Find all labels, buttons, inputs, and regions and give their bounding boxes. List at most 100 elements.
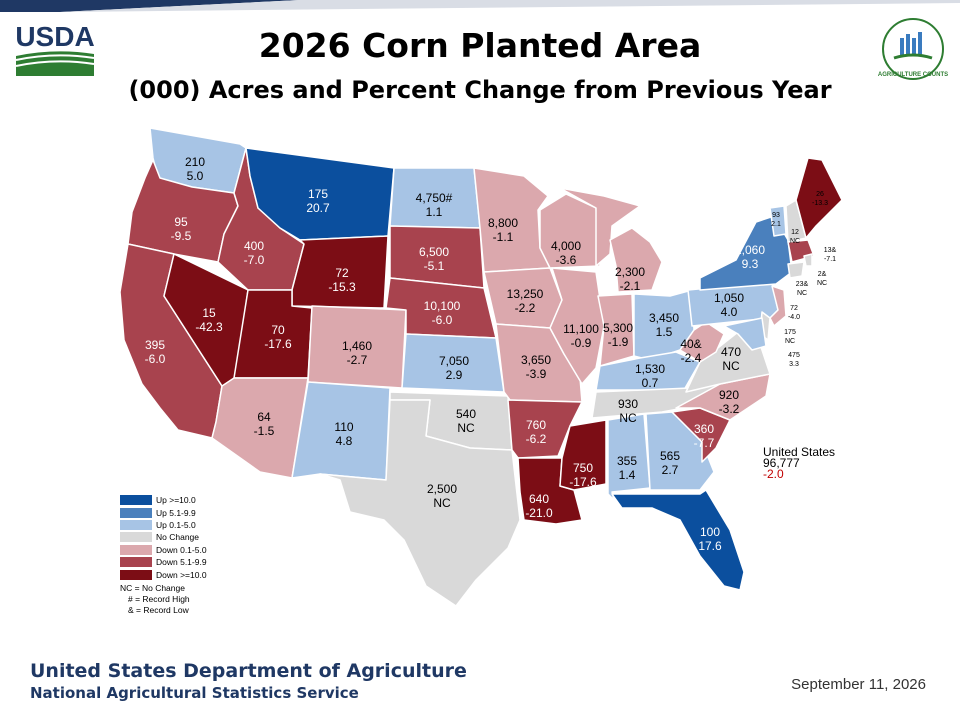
state-acres-mn: 8,800: [488, 216, 518, 230]
state-acres-or: 95: [174, 215, 188, 229]
state-label-ca: 395 -6.0: [145, 338, 166, 366]
state-label-mt: 175 20.7: [306, 187, 330, 215]
state-change-or: -9.5: [171, 229, 192, 243]
agriculture-counts-badge: AGRICULTURE COUNTS: [878, 18, 948, 80]
legend-item: Down 0.1-5.0: [120, 544, 207, 556]
state-change-ar: -6.2: [526, 432, 547, 446]
state-acres-wv: 40&: [680, 337, 701, 351]
state-label-oh: 3,450 1.5: [649, 311, 679, 339]
state-label-id: 400 -7.0: [244, 239, 265, 267]
state-change-ma: -7.1: [824, 256, 836, 263]
state-acres-ca: 395: [145, 338, 165, 352]
state-change-al: 1.4: [619, 468, 636, 482]
state-label-ar: 760 -6.2: [526, 418, 547, 446]
state-wi: [539, 193, 601, 269]
state-acres-pa: 1,050: [714, 291, 744, 305]
state-change-la: -21.0: [525, 506, 553, 520]
state-vt: [769, 205, 787, 237]
state-change-mo: -3.9: [526, 367, 547, 381]
state-change-wa: 5.0: [187, 169, 204, 183]
state-label-sc: 360 -7.7: [694, 422, 715, 450]
state-change-ca: -6.0: [145, 352, 166, 366]
legend-label: Up 5.1-9.9: [156, 507, 196, 518]
state-label-al: 355 1.4: [617, 454, 637, 482]
state-label-de: 175 NC: [784, 329, 796, 345]
state-acres-ny: 1,060: [735, 243, 765, 257]
state-al: [607, 413, 651, 501]
state-acres-ma: 13&: [824, 247, 837, 254]
state-acres-mt: 175: [308, 187, 328, 201]
state-acres-wi: 4,000: [551, 239, 581, 253]
state-label-il: 11,100 -0.9: [563, 322, 599, 350]
state-label-wi: 4,000 -3.6: [551, 239, 581, 267]
state-change-mt: 20.7: [306, 201, 330, 215]
state-label-co: 1,460 -2.7: [342, 339, 372, 367]
legend-swatch: [120, 495, 152, 506]
state-me: [795, 157, 843, 239]
state-change-ia: -2.2: [515, 301, 536, 315]
state-acres-ne: 10,100: [424, 299, 461, 313]
footer-date: September 11, 2026: [791, 676, 926, 693]
state-tx: [319, 399, 521, 607]
state-change-ky: 0.7: [642, 376, 659, 390]
state-label-sd: 6,500 -5.1: [419, 245, 449, 273]
state-label-mn: 8,800 -1.1: [488, 216, 518, 244]
state-change-id: -7.0: [244, 253, 265, 267]
state-acres-ut: 70: [271, 323, 285, 337]
footer-service: National Agricultural Statistics Service: [30, 684, 359, 702]
us-total-label: United States: [763, 445, 836, 459]
state-label-ct: 23& NC: [796, 281, 809, 297]
state-wv: [679, 321, 725, 363]
state-acres-nd: 4,750#: [416, 191, 453, 205]
state-acres-wy: 72: [335, 266, 349, 280]
legend-note-nc: NC = No Change: [120, 582, 185, 593]
state-change-oh: 1.5: [656, 325, 673, 339]
legend-note-record-high: # = Record High: [128, 593, 190, 604]
state-change-de: NC: [785, 338, 795, 345]
state-change-ct: NC: [797, 290, 807, 297]
legend: Up >=10.0 Up 5.1-9.9 Up 0.1-5.0 No Change Do…: [120, 494, 207, 616]
state-acres-tn: 930: [618, 397, 638, 411]
usda-logo-text: USDA: [15, 21, 94, 52]
state-acres-ct: 23&: [796, 281, 809, 288]
state-label-ne: 10,100 -6.0: [424, 299, 461, 327]
legend-item: Up 0.1-5.0: [120, 519, 207, 531]
state-acres-wa: 210: [185, 155, 205, 169]
state-mi: [609, 227, 663, 293]
state-fl: [611, 489, 745, 591]
state-acres-ms: 750: [573, 461, 593, 475]
state-label-mi: 2,300 -2.1: [615, 265, 645, 293]
state-label-ks: 7,050 2.9: [439, 354, 469, 382]
state-change-nm: 4.8: [336, 434, 353, 448]
state-change-nc: -3.2: [719, 402, 740, 416]
state-change-nd: 1.1: [426, 205, 443, 219]
state-acres-va: 470: [721, 345, 741, 359]
state-acres-ok: 540: [456, 407, 476, 421]
legend-item: Up >=10.0: [120, 494, 207, 506]
us-total-change: -2.0: [763, 467, 784, 481]
state-label-ky: 1,530 0.7: [635, 362, 665, 390]
state-label-fl: 100 17.6: [698, 525, 722, 553]
state-label-tn: 930 NC: [618, 397, 638, 425]
state-change-ne: -6.0: [432, 313, 453, 327]
state-label-az: 64 -1.5: [254, 410, 275, 438]
state-acres-ks: 7,050: [439, 354, 469, 368]
state-change-va: NC: [722, 359, 740, 373]
state-label-wy: 72 -15.3: [328, 266, 356, 294]
state-label-tx: 2,500 NC: [427, 482, 457, 510]
state-label-or: 95 -9.5: [171, 215, 192, 243]
state-acres-nv: 15: [202, 306, 216, 320]
footer-agency: United States Department of Agriculture: [30, 660, 467, 682]
state-change-vt: 2.1: [771, 221, 781, 228]
usda-logo: USDA: [14, 16, 96, 78]
state-label-pa: 1,050 4.0: [714, 291, 744, 319]
state-acres-in: 5,300: [603, 321, 633, 335]
legend-label: No Change: [156, 532, 200, 543]
state-acres-ia: 13,250: [507, 287, 544, 301]
header-decoration: [0, 0, 960, 12]
state-change-wy: -15.3: [328, 280, 356, 294]
state-acres-nc: 920: [719, 388, 739, 402]
state-label-va: 470 NC: [721, 345, 741, 373]
page-subtitle: (000) Acres and Percent Change from Prev…: [128, 76, 832, 104]
